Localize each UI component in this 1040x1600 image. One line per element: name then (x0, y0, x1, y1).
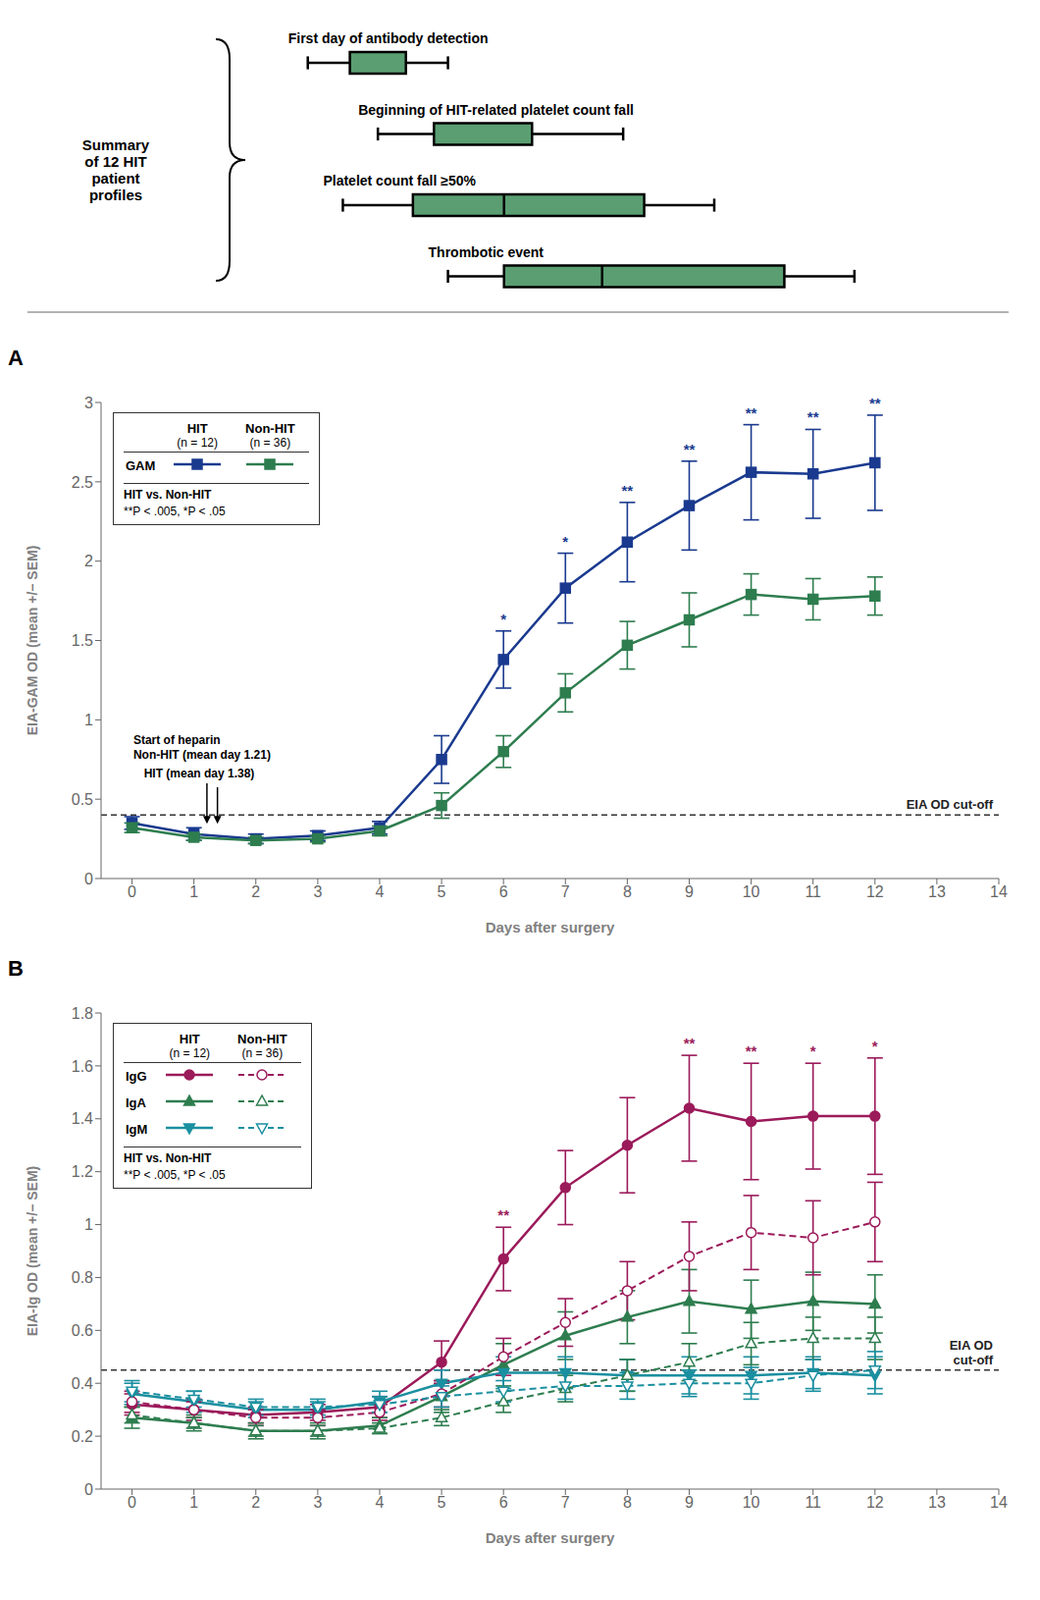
svg-text:8: 8 (623, 883, 632, 900)
svg-text:1: 1 (189, 883, 199, 900)
svg-text:1: 1 (84, 711, 94, 728)
svg-text:EIA OD cut-off: EIA OD cut-off (906, 796, 994, 812)
svg-text:11: 11 (804, 883, 822, 900)
svg-text:EIA-Ig OD (mean +/− SEM): EIA-Ig OD (mean +/− SEM) (24, 1165, 41, 1336)
svg-text:**: ** (807, 408, 820, 425)
svg-text:Start of heparinNon-HIT (mean: Start of heparinNon-HIT (mean day 1.21) (133, 732, 271, 762)
svg-text:1.4: 1.4 (71, 1109, 94, 1127)
html-text:(n = 36): (n = 36) (241, 1045, 283, 1060)
svg-text:1.8: 1.8 (71, 1004, 94, 1022)
svg-text:**: ** (869, 394, 882, 412)
html-text:**P < .005, *P < .05: **P < .005, *P < .05 (123, 1167, 226, 1182)
svg-text:1: 1 (189, 1493, 199, 1510)
html-text:**P < .005, *P < .05: **P < .005, *P < .05 (123, 504, 226, 519)
svg-text:2.5: 2.5 (71, 473, 94, 491)
svg-text:9: 9 (684, 883, 694, 900)
svg-text:6: 6 (499, 883, 509, 900)
svg-text:2: 2 (251, 1493, 260, 1510)
svg-text:1.2: 1.2 (71, 1162, 94, 1180)
html-text:GAM: GAM (125, 458, 156, 473)
svg-text:0: 0 (84, 870, 94, 887)
svg-text:0.4: 0.4 (71, 1374, 94, 1392)
svg-text:EIA ODcut-off: EIA ODcut-off (949, 1337, 994, 1367)
html-text:HIT vs. Non-HIT: HIT vs. Non-HIT (123, 487, 212, 502)
html-text:A: A (7, 345, 24, 370)
svg-text:**: ** (497, 1205, 510, 1223)
svg-text:12: 12 (866, 883, 884, 900)
html-text:HIT: HIT (179, 1031, 200, 1046)
svg-text:10: 10 (742, 883, 761, 900)
svg-text:HIT (mean day 1.38): HIT (mean day 1.38) (144, 766, 256, 780)
svg-text:First day of antibody detectio: First day of antibody detection (288, 30, 489, 47)
svg-text:0.2: 0.2 (71, 1427, 94, 1445)
svg-text:6: 6 (499, 1493, 509, 1510)
svg-text:9: 9 (684, 1493, 694, 1510)
svg-text:**: ** (745, 1041, 758, 1059)
html-text:IgG: IgG (125, 1068, 147, 1084)
svg-text:1.5: 1.5 (71, 631, 94, 649)
svg-text:**: ** (622, 481, 634, 499)
svg-text:Beginning of HIT-related plate: Beginning of HIT-related platelet count … (358, 102, 634, 118)
svg-text:3: 3 (312, 1493, 322, 1510)
svg-text:8: 8 (623, 1493, 632, 1510)
html-text:IgA: IgA (125, 1094, 147, 1110)
svg-text:5: 5 (437, 1493, 447, 1510)
svg-text:Thrombotic event: Thrombotic event (428, 244, 545, 260)
svg-text:*: * (562, 532, 569, 550)
svg-text:11: 11 (804, 1493, 822, 1510)
svg-text:*: * (810, 1041, 817, 1059)
html-text:HIT: HIT (187, 420, 208, 436)
svg-text:Platelet count fall ≥50%: Platelet count fall ≥50% (322, 172, 476, 189)
svg-text:**: ** (683, 1034, 696, 1051)
svg-text:14: 14 (989, 883, 1008, 900)
svg-text:7: 7 (561, 883, 571, 900)
svg-text:4: 4 (375, 1493, 385, 1510)
svg-text:3: 3 (84, 394, 94, 412)
html-text:B: B (7, 955, 24, 981)
svg-text:0.6: 0.6 (71, 1321, 94, 1339)
html-text:(n = 12): (n = 12) (169, 1045, 211, 1060)
svg-text:4: 4 (375, 883, 385, 900)
html-text:Non-HIT: Non-HIT (237, 1031, 288, 1046)
svg-text:10: 10 (742, 1493, 761, 1510)
svg-text:0: 0 (127, 883, 137, 900)
svg-text:1: 1 (84, 1215, 94, 1233)
html-text:(n = 12): (n = 12) (176, 435, 218, 450)
svg-text:*: * (500, 610, 507, 627)
html-text:Summary of 12 HIT patient prof: Summary of 12 HIT patient profiles (82, 136, 150, 204)
svg-text:3: 3 (312, 883, 322, 900)
svg-text:12: 12 (866, 1493, 884, 1510)
svg-text:0.8: 0.8 (71, 1268, 94, 1286)
svg-text:5: 5 (437, 883, 447, 900)
svg-text:13: 13 (928, 883, 946, 900)
svg-text:0.5: 0.5 (71, 790, 94, 808)
svg-text:*: * (872, 1037, 879, 1054)
svg-text:**: ** (745, 404, 758, 421)
svg-text:7: 7 (561, 1493, 571, 1510)
svg-text:**: ** (683, 440, 696, 458)
html-text:(n = 36): (n = 36) (249, 435, 291, 450)
html-text:IgM: IgM (125, 1121, 148, 1137)
svg-text:14: 14 (989, 1493, 1008, 1510)
html-text:Non-HIT: Non-HIT (245, 420, 295, 436)
svg-text:Days after surgery: Days after surgery (485, 918, 616, 936)
svg-text:13: 13 (928, 1493, 946, 1510)
svg-text:2: 2 (251, 883, 260, 900)
svg-text:1.6: 1.6 (71, 1057, 94, 1075)
svg-text:2: 2 (84, 552, 94, 570)
svg-text:Days after surgery: Days after surgery (485, 1528, 616, 1546)
svg-text:EIA-GAM OD (mean +/− SEM): EIA-GAM OD (mean +/− SEM) (24, 545, 41, 736)
html-text:HIT vs. Non-HIT: HIT vs. Non-HIT (123, 1150, 212, 1165)
svg-text:0: 0 (127, 1493, 137, 1510)
svg-text:0: 0 (84, 1480, 94, 1498)
